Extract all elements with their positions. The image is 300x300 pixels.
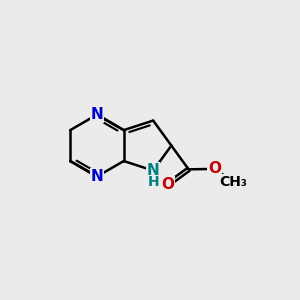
Text: CH₃: CH₃ — [220, 175, 248, 189]
Text: H: H — [147, 175, 159, 189]
Text: N: N — [91, 107, 103, 122]
Text: O: O — [161, 177, 174, 192]
Text: N: N — [91, 169, 103, 184]
Text: N: N — [147, 163, 160, 178]
Text: O: O — [208, 161, 221, 176]
